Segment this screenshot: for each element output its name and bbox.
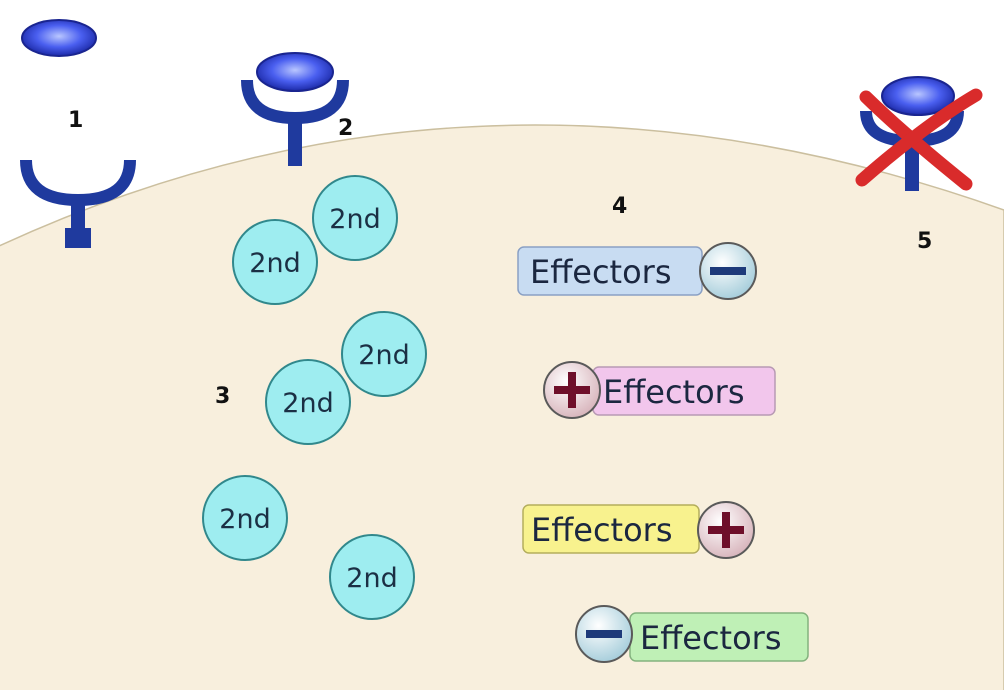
second-messenger: 2nd: [341, 311, 427, 397]
effector: Effectors: [543, 361, 776, 419]
effector-label: Effectors: [603, 373, 745, 411]
cell-body: [0, 124, 1004, 690]
step-number: 1: [68, 108, 83, 133]
second-messenger-label: 2nd: [219, 504, 270, 535]
effector-label: Effectors: [640, 619, 782, 657]
receptor-icon: [241, 79, 349, 166]
second-messenger-label: 2nd: [346, 563, 397, 594]
ligand-icon: [881, 76, 955, 116]
plus-sign-bar: [722, 512, 730, 548]
ligand-icon: [256, 52, 334, 92]
second-messenger-label: 2nd: [358, 340, 409, 371]
minus-sign-bar: [586, 630, 622, 638]
effector-label: Effectors: [530, 253, 672, 291]
step-number: 5: [917, 229, 932, 254]
second-messenger-label: 2nd: [282, 388, 333, 419]
plus-sign-bar: [568, 372, 576, 408]
effector: Effectors: [522, 501, 755, 559]
step-number: 4: [612, 194, 627, 219]
minus-sign-bar: [710, 267, 746, 275]
receptor-icon: [20, 159, 136, 248]
second-messenger-label: 2nd: [249, 248, 300, 279]
cross-icon: [855, 88, 983, 191]
step-number: 2: [338, 116, 353, 141]
step-number: 3: [215, 384, 230, 409]
second-messenger: 2nd: [232, 219, 318, 305]
second-messenger: 2nd: [312, 175, 398, 261]
effector: Effectors: [517, 242, 757, 300]
ligand-icon: [21, 19, 97, 57]
second-messenger: 2nd: [329, 534, 415, 620]
effector: Effectors: [575, 605, 809, 663]
second-messenger-label: 2nd: [329, 204, 380, 235]
second-messenger: 2nd: [265, 359, 351, 445]
effector-label: Effectors: [531, 511, 673, 549]
second-messenger: 2nd: [202, 475, 288, 561]
